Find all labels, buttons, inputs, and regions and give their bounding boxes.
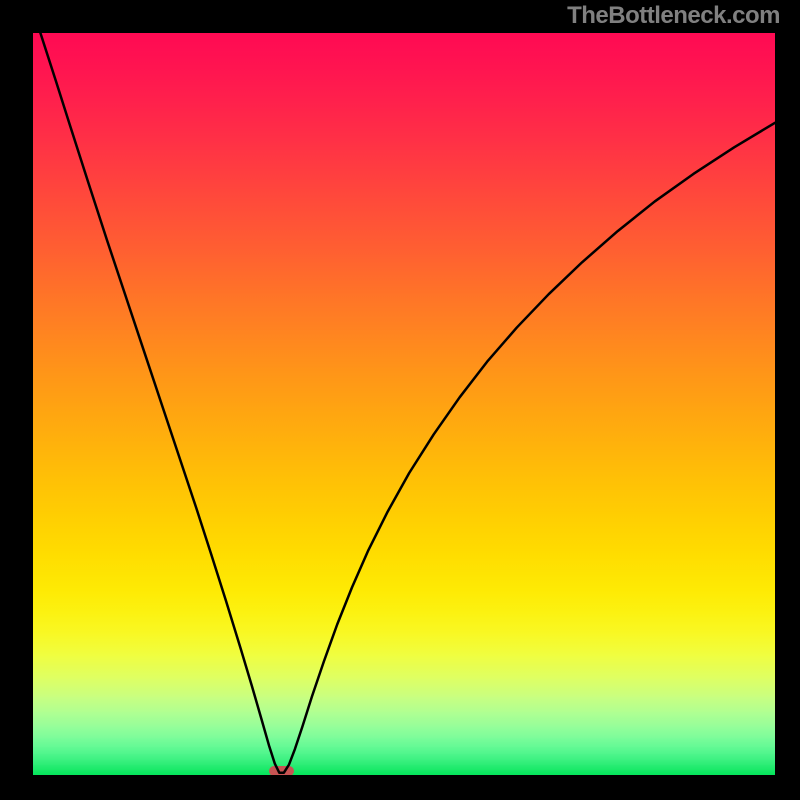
chart-frame: TheBottleneck.com xyxy=(0,0,800,800)
bottleneck-curve xyxy=(33,33,775,775)
watermark-text: TheBottleneck.com xyxy=(567,2,780,30)
plot-area xyxy=(33,33,775,775)
bottleneck-curve-path xyxy=(33,33,775,773)
